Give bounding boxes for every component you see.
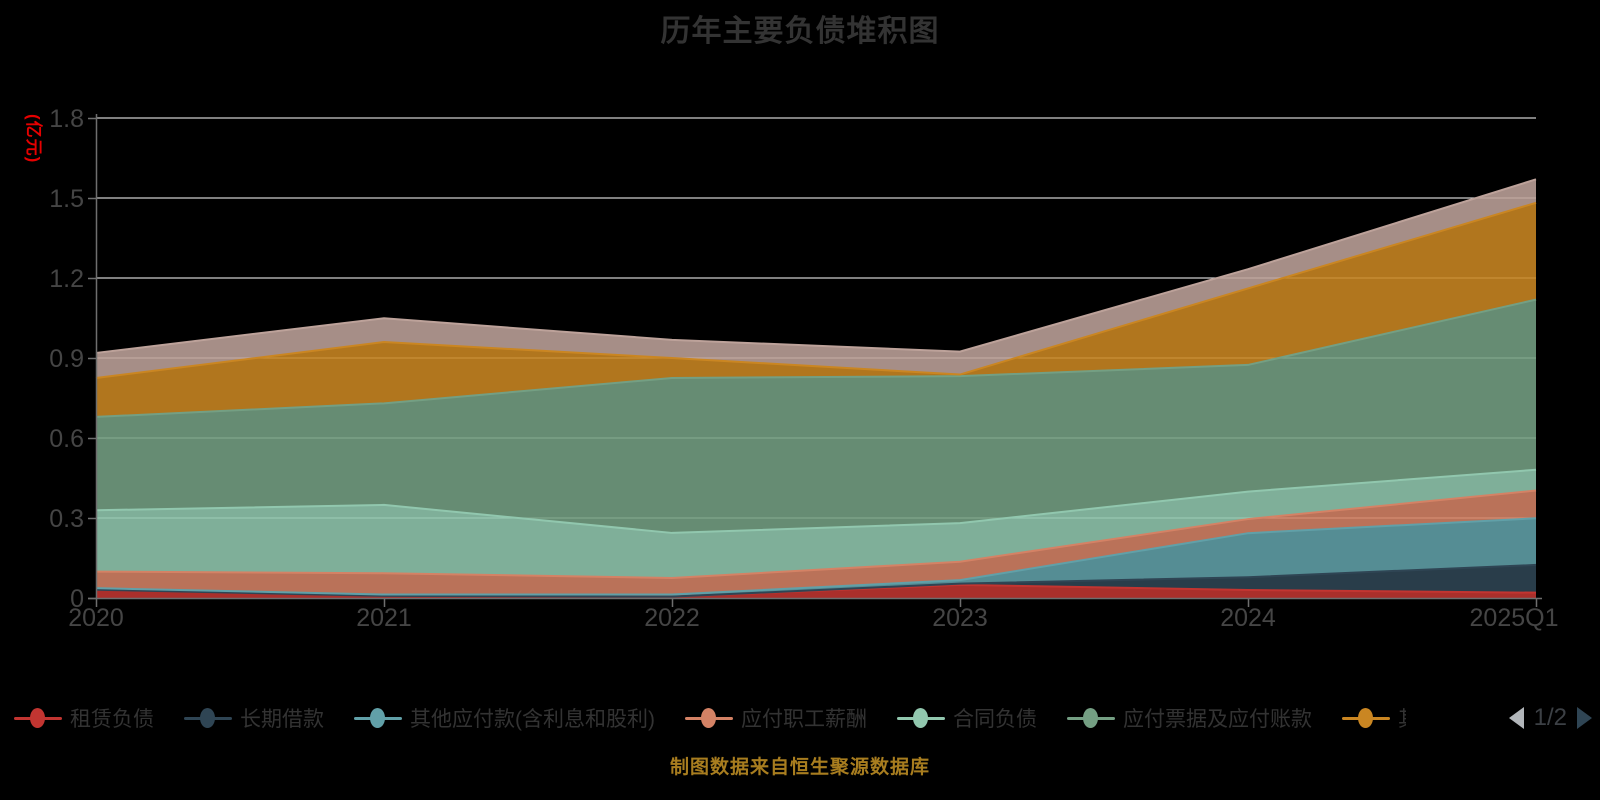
area-series-合同负债[interactable]: [96, 469, 1536, 578]
area-series-应付票据及应付账款[interactable]: [96, 299, 1536, 533]
line-series-合同负债: [95, 468, 1537, 534]
stacked-area-chart-canvas[interactable]: 0 0.3 0.6 0.9 1.2 1.5 1.8 2020 2021 2022 2023 2024 2…: [0, 0, 1600, 670]
chart-title: 历年主要负债堆积图: [660, 15, 940, 48]
y-tick-label-0.3: 0.3: [49, 505, 84, 533]
legend-pager: 1/2: [1508, 704, 1592, 732]
legend-item-其他应付款(含利息和股利)[interactable]: 其他应付款(含利息和股利): [354, 703, 655, 733]
y-tick-label-1.2: 1.2: [49, 265, 84, 293]
legend-item-应付票据及应付账款[interactable]: 应付票据及应付账款: [1067, 703, 1312, 733]
x-tick-label-2022: 2022: [644, 604, 700, 632]
legend-item-应付职工薪酬[interactable]: 应付职工薪酬: [685, 703, 867, 733]
legend-item-租赁负债[interactable]: 租赁负债: [14, 703, 154, 733]
legend-marker-icon: [685, 708, 733, 728]
legend-marker-icon: [354, 708, 402, 728]
legend-item-长期借款[interactable]: 长期借款: [184, 703, 324, 733]
legend-marker-dot: [30, 708, 45, 728]
legend-item-clipped[interactable]: 其: [1342, 703, 1406, 733]
legend-marker-icon: [1067, 708, 1115, 728]
x-tick-label-2024: 2024: [1220, 604, 1276, 632]
legend-item-合同负债[interactable]: 合同负债: [897, 703, 1037, 733]
legend: 租赁负债 长期借款 其他应付款(含利息和股利) 应付职工薪酬 合同负债 应付票据及应付账款…: [14, 698, 1592, 738]
legend-marker-icon: [184, 708, 232, 728]
legend-marker-icon: [14, 708, 62, 728]
line-series-其他应付款(含利息和股利): [95, 517, 1537, 596]
legend-marker-icon: [897, 708, 945, 728]
legend-marker-dot: [1083, 708, 1098, 728]
legend-marker-dot: [701, 708, 716, 728]
legend-pager-next-icon[interactable]: [1577, 707, 1592, 729]
line-series-idx7: [95, 178, 1537, 354]
line-series-应付票据及应付账款: [95, 298, 1537, 418]
legend-item-label: 租赁负债: [70, 708, 154, 731]
data-source-caption: 制图数据来自恒生聚源数据库: [669, 757, 930, 778]
y-tick-label-1.8: 1.8: [49, 105, 84, 133]
line-series-idx6: [95, 201, 1537, 379]
legend-item-label: 其: [1398, 703, 1406, 733]
area-series-idx6[interactable]: [96, 202, 1536, 417]
x-tick-label-2023: 2023: [932, 604, 988, 632]
legend-item-label: 其他应付款(含利息和股利): [410, 708, 655, 731]
y-tick-label-0.9: 0.9: [49, 345, 84, 373]
line-series-长期借款: [95, 563, 1537, 598]
legend-marker-icon: [1342, 708, 1390, 728]
area-series-idx7[interactable]: [96, 179, 1536, 378]
legend-pager-prev-icon[interactable]: [1508, 707, 1524, 729]
legend-marker-dot: [370, 708, 385, 728]
legend-marker-dot: [1358, 708, 1373, 728]
legend-item-label: 合同负债: [953, 708, 1037, 731]
legend-marker-dot: [200, 708, 215, 728]
x-tick-label-2021: 2021: [356, 604, 412, 632]
legend-item-label: 应付职工薪酬: [741, 708, 867, 731]
line-series-应付职工薪酬: [95, 489, 1537, 580]
legend-marker-dot: [913, 708, 928, 728]
legend-item-label: 长期借款: [240, 708, 324, 731]
y-tick-label-0.6: 0.6: [49, 425, 84, 453]
y-tick-label-0: 0: [70, 585, 84, 613]
area-series-应付职工薪酬[interactable]: [96, 490, 1536, 595]
legend-pager-label: 1/2: [1533, 704, 1567, 731]
x-tick-label-2020: 2020: [68, 604, 124, 632]
area-series-其他应付款(含利息和股利)[interactable]: [96, 518, 1536, 597]
y-tick-label-1.5: 1.5: [49, 185, 84, 213]
x-tick-label-2025Q1: 2025Q1: [1470, 604, 1559, 632]
legend-item-label: 应付票据及应付账款: [1123, 708, 1312, 731]
